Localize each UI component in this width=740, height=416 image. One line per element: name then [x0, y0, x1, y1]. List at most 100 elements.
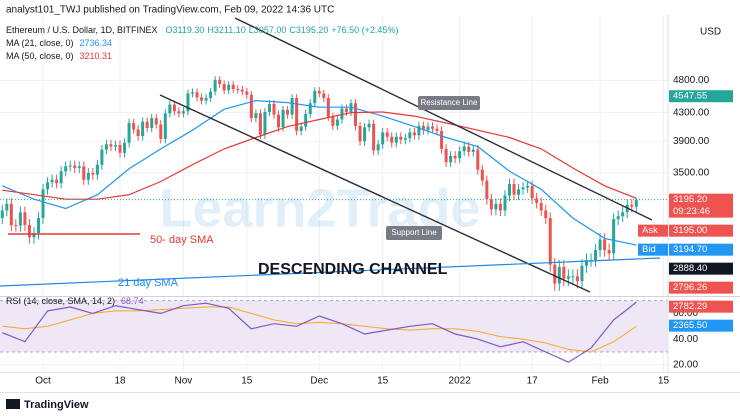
- candle-body: [317, 90, 321, 94]
- candle-body: [59, 171, 63, 184]
- candle-body: [458, 151, 462, 159]
- candle-body: [544, 210, 548, 219]
- candle-body: [168, 104, 172, 114]
- candle-body: [145, 121, 149, 129]
- candle-body: [100, 149, 104, 165]
- candle-body: [95, 164, 99, 175]
- candle-body: [299, 126, 303, 131]
- candle-body: [177, 111, 181, 114]
- candle-body: [557, 266, 561, 284]
- ohlc-low: L3057.00: [249, 25, 287, 35]
- rsi-line: [2, 301, 637, 363]
- price-label-box: [669, 193, 733, 218]
- candle-body: [372, 123, 376, 151]
- currency: USD: [700, 27, 721, 38]
- candle-body: [245, 91, 249, 95]
- channel-annotation: DESCENDING CHANNEL: [258, 261, 448, 278]
- candle-body: [213, 79, 217, 92]
- candle-body: [548, 218, 552, 265]
- x-tick-label: 2022: [449, 376, 472, 387]
- price-label: 2888.40: [673, 263, 707, 274]
- y-tick-label: 3500.00: [673, 168, 710, 179]
- candle-body: [485, 180, 489, 200]
- candle-body: [172, 104, 176, 112]
- sma21-annotation: 21 day SMA: [118, 277, 179, 289]
- price-label: 3194.70: [673, 244, 707, 255]
- candle-body: [77, 166, 81, 168]
- candle-body: [141, 121, 145, 137]
- candle-body: [376, 144, 380, 151]
- candle-body: [104, 144, 108, 150]
- candle-body: [367, 123, 371, 128]
- candle-body: [118, 145, 122, 153]
- candle-body: [308, 103, 312, 114]
- candle-body: [50, 179, 54, 183]
- candle-body: [181, 111, 185, 114]
- y-tick-label: 3900.00: [673, 136, 710, 147]
- legend-entry: MA (50, close, 0) 3210.31: [6, 51, 112, 61]
- candle-body: [113, 145, 117, 147]
- candle-body: [562, 266, 566, 279]
- legend-entry: MA (21, close, 0) 2736.34: [6, 38, 112, 48]
- x-tick-label: 17: [527, 376, 539, 387]
- candle-body: [73, 165, 77, 168]
- candle-body: [363, 127, 367, 142]
- candle-body: [82, 166, 86, 180]
- candle-body: [236, 89, 240, 91]
- y-tick-label: 4300.00: [673, 107, 710, 118]
- candle-body: [530, 185, 534, 199]
- price-label: 4547.55: [673, 91, 707, 102]
- candle-body: [385, 132, 389, 137]
- candle-body: [204, 98, 208, 101]
- candle-body: [91, 172, 95, 175]
- candle-body: [607, 250, 611, 254]
- candle-body: [41, 189, 45, 219]
- price-label-box: [669, 300, 733, 313]
- support-label: Support Line: [391, 228, 437, 237]
- price-tag-box: [638, 224, 668, 237]
- support-trendline: [159, 94, 591, 293]
- legend-value: 2736.34: [80, 38, 113, 48]
- candle-body: [431, 126, 435, 129]
- symbol-legend: Ethereum / U.S. Dollar, 1D, BITFINEX O311…: [6, 25, 398, 35]
- candle-body: [408, 132, 412, 139]
- candle-body: [507, 184, 511, 196]
- candle-body: [304, 113, 308, 127]
- candle-body: [222, 84, 226, 91]
- candle-body: [381, 132, 385, 145]
- x-tick-label: Feb: [591, 376, 609, 387]
- candle-body: [249, 94, 253, 119]
- candle-body: [18, 212, 22, 226]
- candle-body: [503, 195, 507, 211]
- x-tick-label: Nov: [175, 376, 193, 387]
- price-label: 3195.20: [673, 194, 707, 205]
- candle-body: [127, 123, 131, 143]
- candle-body: [5, 203, 9, 211]
- candle-body: [412, 132, 416, 136]
- x-tick-label: 15: [377, 376, 389, 387]
- candle-body: [68, 165, 72, 167]
- candle-body: [295, 98, 299, 131]
- price-label-box: [669, 281, 733, 294]
- candle-body: [390, 136, 394, 143]
- candle-body: [14, 225, 18, 227]
- candle-body: [462, 146, 466, 152]
- rsi-tick-label: 40.00: [673, 334, 698, 345]
- candle-body: [358, 125, 362, 142]
- legend-value: 3210.31: [80, 51, 113, 61]
- candle-body: [426, 126, 430, 131]
- candle-body: [344, 108, 348, 112]
- candle-body: [272, 103, 276, 115]
- brand: TradingView: [24, 399, 89, 411]
- candle-body: [190, 92, 194, 94]
- candle-body: [489, 199, 493, 210]
- sma21-line: [0, 257, 661, 287]
- price-label-box: [669, 262, 733, 275]
- price-pane: [0, 76, 668, 291]
- candle-body: [136, 129, 140, 137]
- candle-body: [32, 233, 36, 238]
- candle-body: [46, 182, 50, 190]
- candle-body: [263, 111, 267, 135]
- candle-body: [612, 219, 616, 254]
- candle-body: [598, 239, 602, 251]
